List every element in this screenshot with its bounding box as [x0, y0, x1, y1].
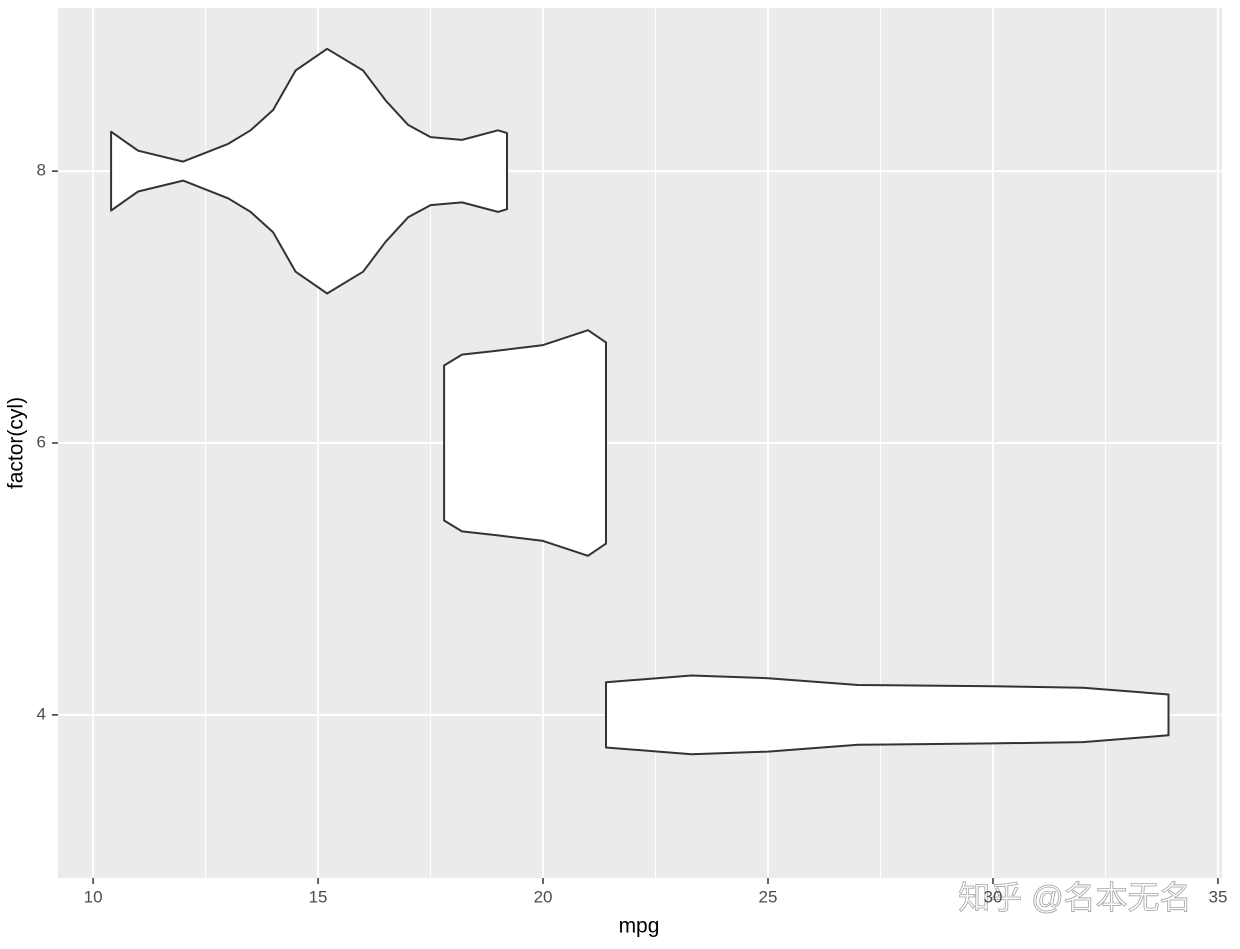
violin [110, 47, 508, 295]
watermark: 知乎 @名本无名 [958, 879, 1191, 915]
x-tick-label: 20 [534, 887, 553, 906]
y-tick-label: 6 [37, 432, 46, 451]
x-tick-label: 25 [759, 887, 778, 906]
x-axis-label: mpg [619, 915, 660, 938]
y-tick-label: 8 [37, 161, 46, 180]
x-tick-label: 35 [1208, 887, 1227, 906]
x-tick-label: 30 [984, 887, 1003, 906]
y-axis-label: factor(cyl) [5, 397, 28, 489]
violin [605, 674, 1170, 756]
y-tick-label: 4 [37, 704, 46, 723]
x-tick-label: 10 [84, 887, 103, 906]
x-tick-label: 15 [309, 887, 328, 906]
violin [443, 329, 607, 557]
